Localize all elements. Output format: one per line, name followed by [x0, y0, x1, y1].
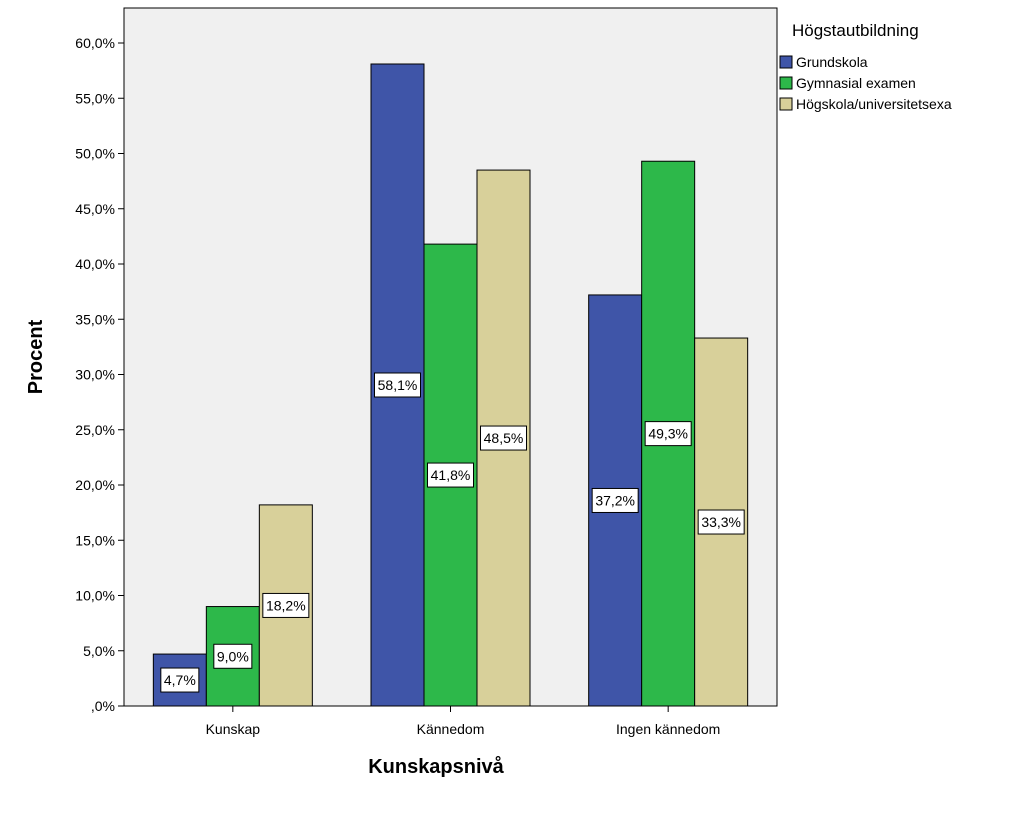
data-label: 37,2% [591, 487, 639, 513]
x-tick-label: Kännedom [417, 721, 485, 737]
data-label-box [213, 643, 253, 669]
y-tick-label: 35,0% [75, 311, 115, 327]
data-label-box [262, 592, 310, 618]
data-label-text: 18,2% [266, 597, 306, 613]
data-label-box [697, 509, 745, 535]
data-label-text: 9,0% [217, 648, 249, 664]
data-label-text: 4,7% [164, 672, 196, 688]
y-tick-label: 25,0% [75, 422, 115, 438]
data-label: 4,7% [160, 667, 200, 693]
legend-item-label: Högskola/universitetsexa [796, 96, 952, 112]
y-tick-label: 55,0% [75, 90, 115, 106]
legend-swatch [779, 76, 793, 90]
data-label-text: 37,2% [595, 492, 635, 508]
data-label-text: 41,8% [431, 467, 471, 483]
legend-title: Högstautbildning [792, 21, 919, 40]
data-label: 18,2% [262, 592, 310, 618]
data-label: 33,3% [697, 509, 745, 535]
data-label-box [480, 425, 527, 451]
data-label: 58,1% [374, 372, 421, 398]
y-tick-label: 30,0% [75, 367, 115, 383]
data-label-text: 49,3% [648, 426, 688, 442]
y-tick-label: 50,0% [75, 146, 115, 162]
x-tick-label: Ingen kännedom [616, 721, 720, 737]
x-axis-title: Kunskapsnivå [368, 755, 504, 778]
y-tick-label: 40,0% [75, 256, 115, 272]
data-label-text: 48,5% [484, 430, 524, 446]
data-label-box [374, 372, 421, 398]
data-label-text: 33,3% [701, 514, 741, 530]
data-label: 48,5% [480, 425, 527, 451]
data-label-box [160, 667, 200, 693]
data-label-box [427, 462, 474, 488]
data-label-box [591, 487, 639, 513]
data-label-box [644, 421, 692, 447]
y-tick-label: 5,0% [83, 643, 115, 659]
legend-item-label: Gymnasial examen [796, 75, 916, 91]
legend-swatch [779, 55, 793, 69]
legend: Högstautbildning Grundskola Gymnasial exa… [779, 21, 952, 112]
legend-swatch [779, 97, 793, 111]
data-label: 41,8% [427, 462, 474, 488]
data-label-text: 58,1% [378, 377, 418, 393]
y-tick-label: 45,0% [75, 201, 115, 217]
data-label: 9,0% [213, 643, 253, 669]
y-tick-label: 20,0% [75, 477, 115, 493]
x-tick-label: Kunskap [206, 721, 261, 737]
data-label: 49,3% [644, 421, 692, 447]
data-labels: 4,7% 9,0% 18,2% 58,1% 41,8% 48,5% 37,2% 49,3% 33… [160, 372, 745, 693]
y-tick-label: 60,0% [75, 35, 115, 51]
y-tick-label: ,0% [91, 698, 115, 714]
y-tick-label: 10,0% [75, 588, 115, 604]
y-axis-title: Procent [25, 319, 47, 394]
y-axis: ,0% 5,0% 10,0% 15,0% 20,0% 25,0% 30,0% 35,0% 40,… [75, 35, 124, 714]
legend-item-label: Grundskola [796, 54, 868, 70]
x-axis: Kunskap Kännedom Ingen kännedom [206, 706, 720, 737]
y-tick-label: 15,0% [75, 532, 115, 548]
